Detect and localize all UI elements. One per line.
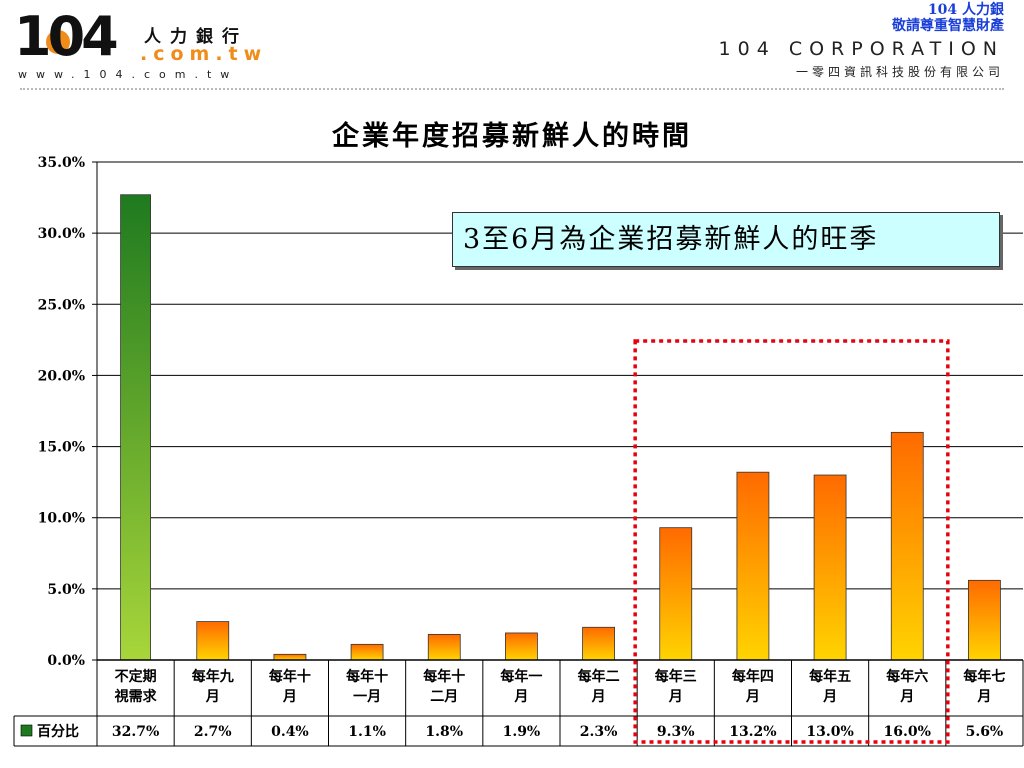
category-label: 月 — [899, 689, 914, 705]
category-label: 月 — [668, 689, 683, 705]
logo-url: www.104.com.tw — [18, 68, 239, 81]
bar — [120, 194, 151, 661]
bar — [350, 643, 384, 661]
category-label: 月 — [745, 689, 760, 705]
category-label: 月 — [205, 689, 220, 705]
value-label: 1.8% — [425, 724, 463, 740]
value-label: 1.9% — [503, 724, 541, 740]
logo-104: 104 人力銀行 .com.tw www.104.com.tw — [14, 5, 284, 82]
logo-dot-icon — [46, 30, 70, 54]
value-label: 16.0% — [884, 724, 931, 740]
bar — [427, 633, 461, 661]
category-label: 月 — [513, 689, 528, 705]
header-divider — [20, 88, 1004, 90]
y-tick-label: 25.0% — [38, 297, 85, 313]
y-tick-label: 20.0% — [38, 368, 85, 384]
value-label: 0.4% — [271, 724, 309, 740]
category-label: 月 — [282, 689, 297, 705]
value-label: 13.0% — [806, 724, 853, 740]
callout-box: 3至6月為企業招募新鮮人的旺季 — [452, 212, 1000, 267]
value-label: 13.2% — [729, 724, 776, 740]
bar — [196, 621, 230, 661]
category-label: 每年二 — [578, 668, 620, 685]
bar — [813, 474, 847, 661]
bars — [120, 194, 1001, 661]
category-label: 每年十 — [269, 668, 311, 685]
y-tick-label: 35.0% — [38, 155, 85, 171]
value-label: 2.3% — [580, 724, 618, 740]
y-tick-label: 15.0% — [38, 440, 85, 456]
category-label: 月 — [591, 689, 606, 705]
value-label: 2.7% — [194, 724, 232, 740]
category-label: 每年三 — [655, 668, 697, 685]
bar — [659, 527, 693, 661]
category-label: 月 — [976, 689, 991, 705]
corp-sub: 一零四資訊科技股份有限公司 — [795, 65, 1004, 79]
category-label: 一月 — [353, 689, 381, 705]
bar — [505, 632, 538, 661]
value-label: 5.6% — [966, 724, 1004, 740]
gridlines: 0.0% 5.0% 10.0% 15.0% 20.0% 25.0% 30.0% 35.0% — [38, 155, 1023, 669]
category-label: 二月 — [430, 689, 458, 705]
y-tick-label: 30.0% — [38, 226, 85, 242]
legend-swatch — [20, 724, 33, 737]
category-label: 每年七 — [963, 668, 1005, 685]
highlight-rect — [633, 339, 950, 744]
bar — [736, 471, 770, 661]
bar — [582, 626, 615, 661]
bar — [273, 653, 307, 661]
bar — [968, 579, 1001, 661]
chart-title: 企業年度招募新鮮人的時間 — [332, 121, 692, 152]
bar — [890, 431, 924, 661]
category-label: 視需求 — [114, 688, 158, 705]
corp-name: 104 CORPORATION — [718, 38, 1004, 60]
value-label: 9.3% — [657, 724, 695, 740]
category-label: 不定期 — [115, 668, 157, 685]
category-label: 每年十 — [346, 668, 388, 685]
y-tick-label: 5.0% — [47, 582, 85, 598]
category-label: 每年四 — [732, 668, 774, 685]
copyright-note-line2: 敬請尊重智慧財產 — [892, 18, 1004, 34]
logo-number: 104 — [14, 5, 119, 68]
category-label: 每年一 — [500, 668, 542, 685]
category-label: 每年九 — [192, 668, 234, 685]
value-label: 32.7% — [112, 724, 159, 740]
category-label: 每年五 — [809, 668, 851, 685]
logo-chinese: 人力銀行 — [144, 27, 248, 47]
category-label: 月 — [822, 689, 837, 705]
category-label: 每年十 — [423, 668, 465, 685]
logo-domain: .com.tw — [140, 43, 268, 65]
legend-label: 百分比 — [37, 723, 79, 740]
copyright-note: 104 人力銀 敬請尊重智慧財產 — [892, 2, 1004, 34]
highlight-box — [633, 339, 950, 744]
copyright-note-line1: 104 人力銀 — [927, 2, 1004, 18]
value-label: 1.1% — [348, 724, 386, 740]
y-tick-label: 0.0% — [47, 653, 85, 669]
category-label: 每年六 — [886, 668, 928, 685]
y-tick-label: 10.0% — [38, 511, 85, 527]
